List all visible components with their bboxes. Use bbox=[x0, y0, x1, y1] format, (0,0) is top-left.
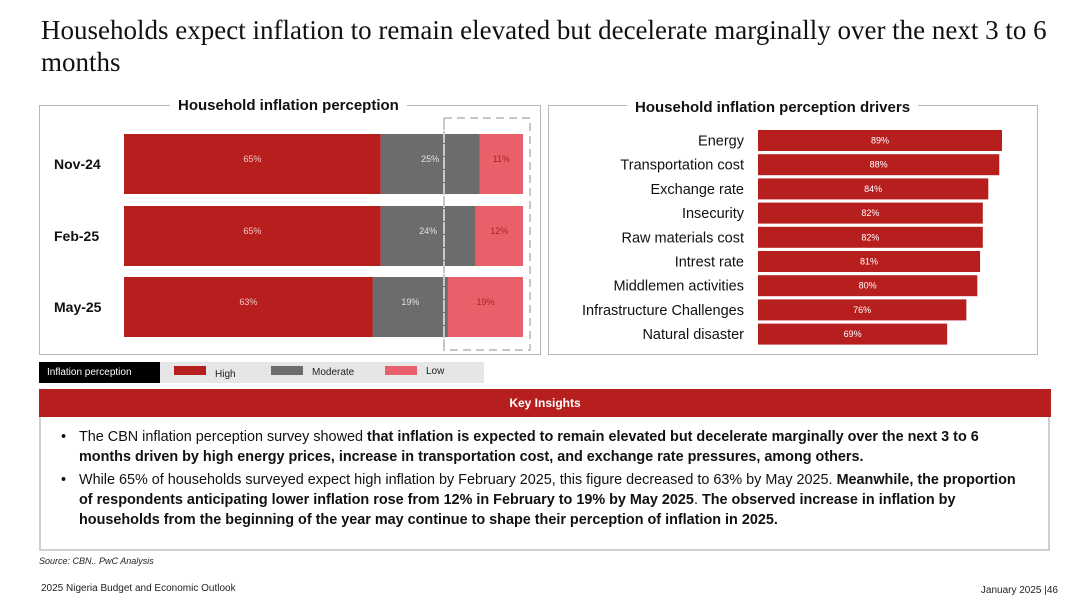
legend-label-moderate: Moderate bbox=[312, 367, 355, 378]
driver-bar bbox=[758, 251, 981, 272]
driver-category-label: Raw materials cost bbox=[622, 230, 744, 246]
footer-left: 2025 Nigeria Budget and Economic Outlook bbox=[41, 583, 236, 594]
driver-bar-label: 81% bbox=[860, 257, 878, 267]
perception-bar-low bbox=[479, 134, 523, 194]
perception-bar-low bbox=[475, 206, 523, 266]
footer-page-number: January 2025 |46 bbox=[980, 585, 1058, 596]
perception-chart: Nov-24 65% 25% 11% Feb-25 65% 24% 12% May-25 63% 1… bbox=[54, 117, 531, 351]
insight-2-bold-2: The observed increase in inflation by ho… bbox=[79, 492, 956, 528]
insight-2-text-2: . bbox=[693, 492, 702, 508]
perception-bar-label: 19% bbox=[476, 297, 494, 307]
driver-bar-label: 82% bbox=[861, 208, 879, 218]
page-title: Households expect inflation to remain el… bbox=[41, 15, 1047, 77]
insight-bullet-2: While 65% of households surveyed expect … bbox=[61, 470, 1028, 530]
driver-category-label: Middlemen activities bbox=[613, 279, 744, 295]
insight-2-bold-1: Meanwhile, the proportion of respondents… bbox=[79, 472, 1016, 508]
legend-swatch-moderate bbox=[271, 366, 303, 375]
perception-legend: Inflation perception High Moderate Low bbox=[39, 362, 484, 383]
perception-bar-moderate bbox=[380, 206, 476, 266]
perception-category-label: Feb-25 bbox=[54, 228, 99, 244]
legend-label-high: High bbox=[215, 369, 236, 380]
perception-highlight-box bbox=[443, 117, 531, 351]
perception-bar-high bbox=[124, 206, 381, 266]
drivers-chart-panel: Household inflation perception drivers E… bbox=[548, 99, 1038, 355]
legend-title: Inflation perception bbox=[39, 362, 160, 383]
driver-bar bbox=[758, 130, 1002, 151]
driver-bar bbox=[758, 202, 983, 224]
driver-bar bbox=[758, 154, 1000, 176]
legend-swatch-high bbox=[174, 366, 206, 375]
driver-bar bbox=[758, 299, 967, 321]
perception-category-label: May-25 bbox=[54, 299, 102, 315]
legend-label-low: Low bbox=[426, 366, 445, 377]
perception-category-label: Nov-24 bbox=[54, 156, 101, 172]
perception-bar-label: 63% bbox=[239, 297, 257, 307]
perception-bar-label: 11% bbox=[493, 154, 510, 164]
driver-bar bbox=[758, 226, 983, 248]
driver-category-label: Intrest rate bbox=[675, 255, 744, 271]
driver-bar bbox=[758, 275, 978, 297]
perception-chart-panel: Household inflation perception Nov-24 65%… bbox=[39, 97, 541, 355]
perception-bar-label: 12% bbox=[490, 226, 508, 236]
driver-bar-label: 69% bbox=[844, 329, 862, 339]
perception-bar-label: 24% bbox=[419, 226, 437, 236]
driver-bar bbox=[758, 178, 989, 200]
driver-bar-label: 89% bbox=[871, 136, 889, 146]
driver-bar bbox=[758, 323, 948, 345]
key-insights-box: The CBN inflation perception survey show… bbox=[39, 417, 1050, 551]
driver-bar-label: 84% bbox=[864, 184, 882, 194]
insight-2-text: While 65% of households surveyed expect … bbox=[79, 472, 837, 488]
insight-1-bold: that inflation is expected to remain ele… bbox=[79, 429, 979, 465]
driver-bar-label: 82% bbox=[861, 232, 879, 242]
perception-bar-high bbox=[124, 134, 381, 194]
source-note: Source: CBN.. PwC Analysis bbox=[39, 556, 154, 566]
driver-bar-label: 76% bbox=[853, 305, 871, 315]
driver-bar-label: 88% bbox=[870, 160, 888, 170]
driver-bar-label: 80% bbox=[859, 281, 877, 291]
drivers-chart: Energy 89% Transportation cost 88% Exchange … bbox=[582, 130, 1002, 345]
perception-bar-moderate bbox=[372, 277, 448, 337]
drivers-chart-title: Household inflation perception drivers bbox=[627, 99, 919, 116]
perception-bar-label: 65% bbox=[243, 226, 261, 236]
driver-category-label: Infrastructure Challenges bbox=[582, 303, 744, 319]
legend-swatch-low bbox=[385, 366, 417, 375]
perception-bar-moderate bbox=[380, 134, 480, 194]
insight-bullet-1: The CBN inflation perception survey show… bbox=[61, 427, 1028, 467]
perception-bar-label: 65% bbox=[243, 154, 261, 164]
key-insights-header: Key Insights bbox=[39, 389, 1051, 417]
perception-bar-low bbox=[447, 277, 523, 337]
perception-bar-label: 19% bbox=[401, 297, 419, 307]
perception-bar-label: 25% bbox=[421, 154, 439, 164]
driver-category-label: Energy bbox=[698, 134, 745, 150]
driver-category-label: Transportation cost bbox=[620, 158, 744, 174]
driver-category-label: Natural disaster bbox=[642, 327, 744, 343]
driver-category-label: Insecurity bbox=[682, 206, 745, 222]
driver-category-label: Exchange rate bbox=[650, 182, 744, 198]
insight-1-text: The CBN inflation perception survey show… bbox=[79, 429, 367, 445]
perception-chart-title: Household inflation perception bbox=[170, 97, 407, 114]
perception-bar-high bbox=[124, 277, 373, 337]
